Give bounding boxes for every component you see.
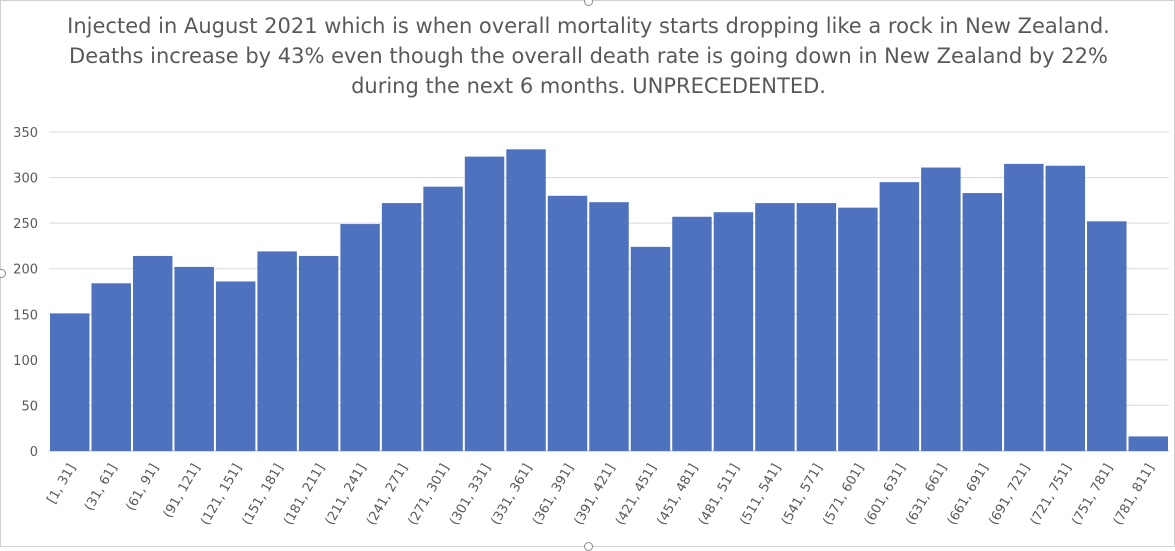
bar — [215, 281, 256, 451]
bar — [796, 203, 837, 451]
x-tick-label: (31, 61] — [82, 462, 121, 514]
x-tick-label: (391, 421] — [571, 462, 618, 528]
resize-handle-left[interactable] — [0, 269, 6, 278]
bar — [713, 212, 754, 451]
x-tick-label: (151, 181] — [240, 462, 287, 528]
bar — [921, 167, 961, 451]
bar — [298, 255, 339, 451]
bar — [879, 182, 920, 451]
chart-title: Injected in August 2021 which is when ov… — [67, 14, 1110, 98]
x-tick-label: (481, 511] — [696, 462, 743, 528]
x-tick-label: (451, 481] — [654, 462, 701, 528]
bar — [630, 246, 671, 451]
x-tick-label: (631, 661] — [903, 462, 950, 528]
x-tick-label: (421, 451] — [613, 462, 660, 528]
x-tick-label: (91, 121] — [161, 462, 204, 521]
y-tick-label: 100 — [13, 354, 38, 369]
x-tick-label: (751, 781] — [1069, 462, 1116, 528]
y-tick-label: 350 — [13, 126, 38, 141]
y-axis-ticks: 0 50 100 150 200 250 300 350 — [13, 126, 38, 460]
bar — [838, 207, 878, 451]
bar — [381, 203, 422, 451]
x-tick-label: (271, 301] — [406, 462, 453, 528]
bar — [1128, 436, 1168, 451]
bar — [464, 156, 505, 451]
x-tick-label: (181, 211] — [281, 462, 328, 528]
x-tick-label: (61, 91] — [123, 462, 162, 514]
y-tick-label: 150 — [13, 308, 38, 323]
y-tick-label: 250 — [13, 217, 38, 232]
x-tick-label: (241, 271] — [364, 462, 411, 528]
bar — [506, 149, 546, 451]
bar — [755, 203, 795, 451]
bar — [589, 202, 629, 451]
bar — [1087, 221, 1127, 451]
x-tick-label: (691, 721] — [986, 462, 1033, 528]
x-tick-label: (211, 241] — [323, 462, 370, 528]
bar — [672, 216, 712, 451]
bar — [423, 186, 463, 451]
bar — [547, 195, 588, 451]
x-tick-label: (121, 151] — [198, 462, 245, 528]
bar — [1004, 163, 1044, 451]
x-tick-label: (571, 601] — [820, 462, 867, 528]
bars — [50, 149, 1168, 452]
x-tick-label: (511, 541] — [737, 462, 784, 528]
x-tick-label: (331, 361] — [488, 462, 535, 528]
bar — [132, 255, 173, 451]
y-tick-label: 0 — [30, 445, 38, 460]
bar — [962, 193, 1003, 451]
x-tick-label: [1, 31] — [45, 462, 80, 507]
x-tick-label: (301, 331] — [447, 462, 494, 528]
x-tick-label: (781, 811] — [1111, 462, 1158, 528]
x-axis-labels: [1, 31] (31, 61] (61, 91](91, 121](121, 15… — [45, 461, 1158, 527]
bar — [50, 313, 90, 451]
x-tick-label: (541, 571] — [779, 462, 826, 528]
x-tick-label: (661, 691] — [945, 461, 992, 527]
bar — [1045, 165, 1086, 452]
x-tick-label: (361, 391] — [530, 462, 577, 528]
bar — [174, 266, 214, 451]
y-tick-label: 50 — [21, 399, 38, 414]
bar — [91, 283, 131, 451]
bar — [257, 251, 297, 451]
resize-handle-top[interactable] — [584, 0, 593, 6]
x-tick-label: (721, 751] — [1028, 462, 1075, 528]
y-tick-label: 200 — [13, 263, 38, 278]
x-tick-label: (601, 631] — [862, 462, 909, 528]
y-tick-label: 300 — [13, 172, 38, 187]
bar — [340, 224, 380, 451]
